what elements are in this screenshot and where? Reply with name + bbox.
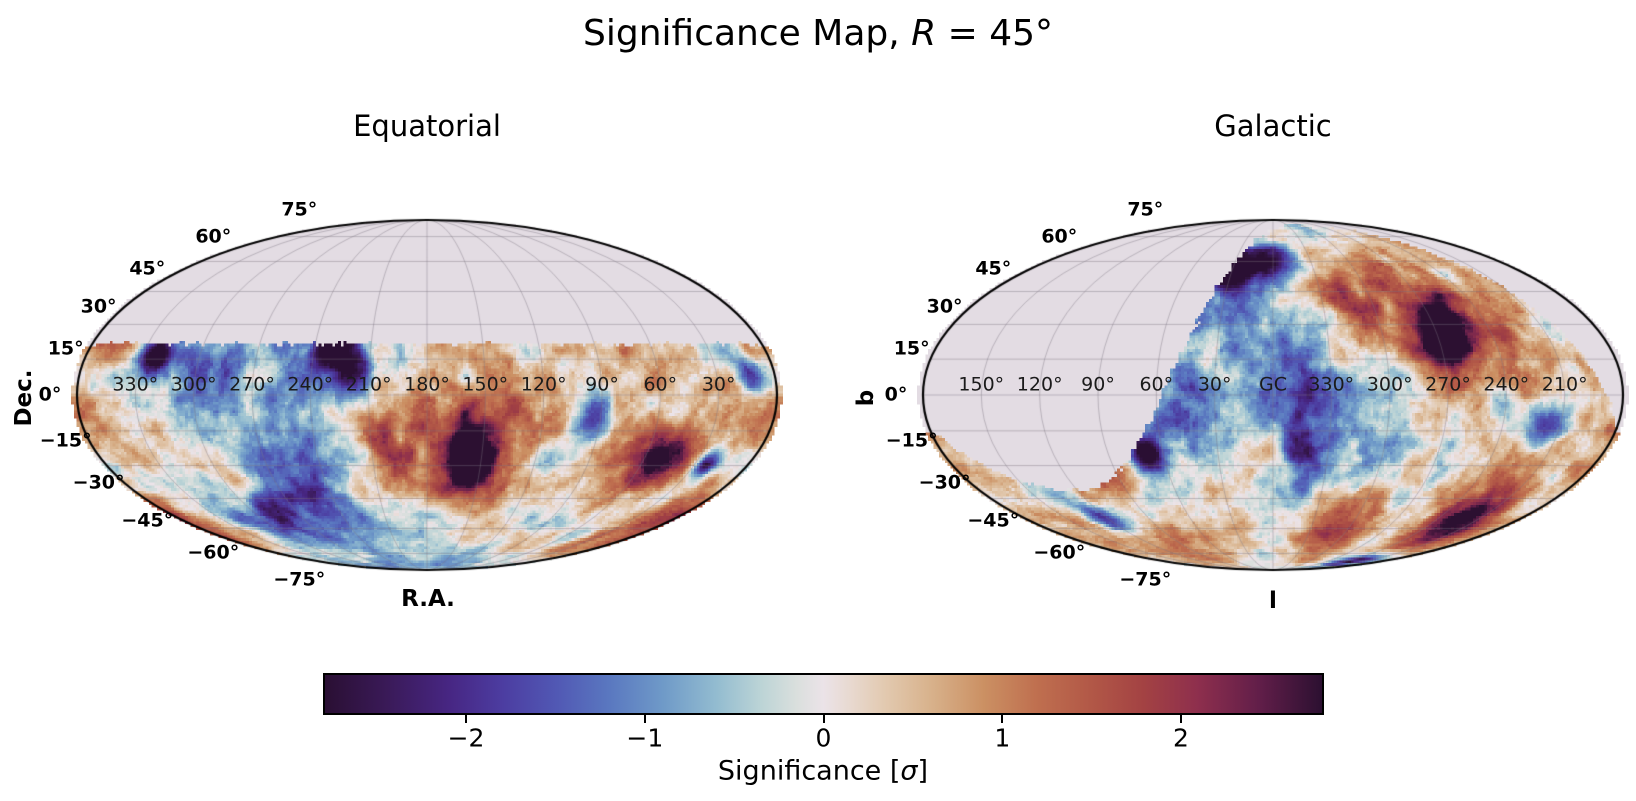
colorbar-tick-label-1: 1	[994, 723, 1011, 753]
galactic-xaxis-label: l	[1269, 588, 1277, 614]
colorbar-tick-label-−2: −2	[447, 723, 485, 753]
lat-tick-galactic-30°: 30°	[926, 295, 963, 318]
lon-tick-equatorial-180°: 180°	[404, 373, 450, 395]
lon-tick-equatorial-270°: 270°	[229, 373, 275, 395]
galactic-map-grid-overlay	[917, 213, 1629, 577]
colorbar-tick-mark-−2	[465, 715, 467, 723]
lat-tick-galactic-−75°: −75°	[1119, 568, 1172, 591]
panel-title-galactic: Galactic	[1214, 109, 1332, 143]
colorbar-label-post: ]	[917, 755, 929, 787]
colorbar	[323, 673, 1324, 715]
lat-tick-equatorial-60°: 60°	[195, 225, 232, 248]
equatorial-map-grid-overlay	[71, 213, 783, 577]
lon-tick-equatorial-60°: 60°	[643, 373, 678, 395]
figure-title-text: Significance Map,	[583, 13, 912, 54]
lat-tick-galactic-45°: 45°	[975, 257, 1012, 280]
lat-tick-galactic-−30°: −30°	[918, 471, 971, 494]
lat-tick-equatorial-−30°: −30°	[72, 471, 125, 494]
lon-tick-galactic-330°: 330°	[1308, 373, 1355, 395]
figure-title-value: = 45°	[936, 13, 1053, 54]
lat-tick-equatorial-75°: 75°	[281, 198, 318, 221]
lat-tick-galactic-0°: 0°	[884, 383, 908, 406]
lat-tick-galactic-75°: 75°	[1127, 198, 1164, 221]
lat-tick-galactic-−45°: −45°	[967, 509, 1020, 532]
lon-tick-equatorial-210°: 210°	[345, 373, 392, 395]
colorbar-tick-mark-2	[1180, 715, 1182, 723]
lat-tick-equatorial-−15°: −15°	[39, 429, 92, 452]
lat-tick-equatorial-−75°: −75°	[273, 568, 326, 591]
colorbar-label-sigma: σ	[900, 755, 918, 787]
figure-title: Significance Map, R = 45°	[0, 13, 1636, 54]
colorbar-label-pre: Significance [	[717, 755, 901, 787]
lon-tick-equatorial-30°: 30°	[701, 373, 736, 395]
lon-tick-galactic-120°: 120°	[1016, 373, 1063, 395]
lon-tick-galactic-240°: 240°	[1483, 373, 1530, 395]
lon-tick-galactic-90°: 90°	[1081, 373, 1115, 395]
colorbar-label: Significance [σ]	[718, 756, 928, 787]
colorbar-tick-mark-−1	[643, 715, 646, 723]
lon-tick-equatorial-90°: 90°	[585, 373, 619, 395]
lat-tick-galactic-−15°: −15°	[885, 429, 938, 452]
lat-tick-galactic-−60°: −60°	[1033, 541, 1086, 564]
colorbar-tick-label-2: 2	[1173, 723, 1189, 753]
lon-tick-galactic-GC: GC	[1259, 373, 1287, 395]
lon-tick-galactic-150°: 150°	[958, 373, 1005, 395]
colorbar-tick-label-−1: −1	[626, 723, 664, 753]
galactic-map	[917, 213, 1629, 577]
equatorial-xaxis-label: R.A.	[401, 586, 455, 612]
lon-tick-equatorial-300°: 300°	[170, 373, 217, 395]
lon-tick-equatorial-330°: 330°	[112, 373, 159, 395]
lon-tick-equatorial-240°: 240°	[287, 373, 334, 395]
lat-tick-equatorial-0°: 0°	[38, 383, 62, 406]
panel-title-equatorial: Equatorial	[353, 109, 501, 143]
lat-tick-equatorial-30°: 30°	[80, 295, 117, 318]
lat-tick-galactic-60°: 60°	[1041, 225, 1078, 248]
lat-tick-equatorial-45°: 45°	[129, 257, 166, 280]
equatorial-map	[71, 213, 783, 577]
lon-tick-equatorial-150°: 150°	[462, 373, 509, 395]
colorbar-tick-mark-1	[1001, 715, 1004, 723]
colorbar-tick-mark-0	[822, 715, 825, 723]
figure-title-variable: R	[911, 13, 937, 54]
lon-tick-galactic-270°: 270°	[1425, 373, 1471, 395]
lat-tick-equatorial-15°: 15°	[47, 337, 84, 360]
lon-tick-galactic-60°: 60°	[1139, 373, 1174, 395]
lon-tick-galactic-30°: 30°	[1197, 373, 1232, 395]
lon-tick-galactic-210°: 210°	[1541, 373, 1588, 395]
colorbar-tick-label-0: 0	[815, 723, 832, 753]
lon-tick-galactic-300°: 300°	[1366, 373, 1413, 395]
lat-tick-galactic-15°: 15°	[893, 337, 930, 360]
lon-tick-equatorial-120°: 120°	[520, 373, 567, 395]
lat-tick-equatorial-−45°: −45°	[121, 509, 174, 532]
lat-tick-equatorial-−60°: −60°	[187, 541, 240, 564]
